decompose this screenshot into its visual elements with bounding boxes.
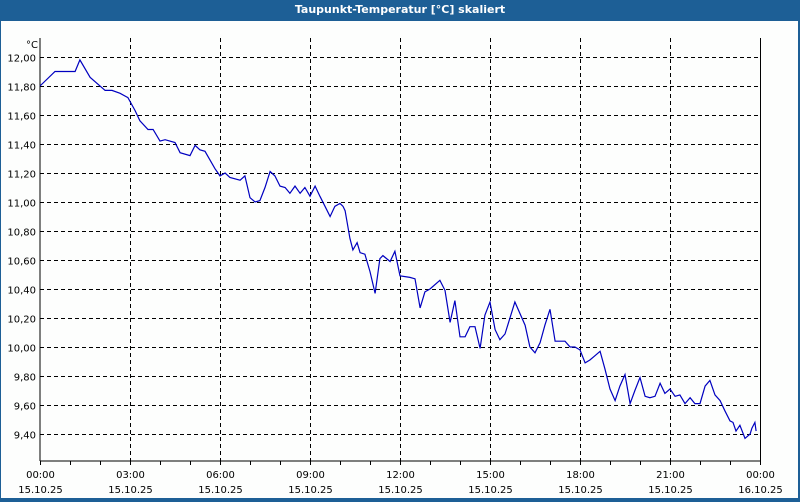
y-tick-label: 10,60 bbox=[7, 257, 36, 268]
y-tick-label: 9,40 bbox=[14, 431, 36, 442]
y-tick-label: 11,60 bbox=[7, 112, 36, 123]
x-tick-time: 18:00 bbox=[566, 470, 595, 481]
x-tick-time: 09:00 bbox=[296, 470, 325, 481]
y-axis-ticks: 12,00 11,80 11,60 11,40 11,20 11,00 10,80 10,60… bbox=[7, 54, 36, 442]
chart-title-bar: Taupunkt-Temperatur [°C] skaliert bbox=[0, 0, 800, 21]
dewpoint-line bbox=[39, 58, 757, 440]
y-tick-label: 9,80 bbox=[14, 373, 36, 384]
x-tick-time: 00:00 bbox=[746, 470, 775, 481]
y-tick-label: 10,40 bbox=[7, 286, 36, 297]
y-tick-label: 10,20 bbox=[7, 315, 36, 326]
x-tick-time: 03:00 bbox=[116, 470, 145, 481]
x-tick-time: 06:00 bbox=[206, 470, 235, 481]
x-tick-date: 15.10.25 bbox=[288, 485, 333, 496]
x-tick-time: 15:00 bbox=[476, 470, 505, 481]
x-tick-date: 16.10.25 bbox=[738, 485, 783, 496]
x-axis-ticks: 00:00 15.10.25 03:00 15.10.25 06:00 15.10.25 0… bbox=[18, 461, 783, 496]
x-tick-date: 15.10.25 bbox=[18, 485, 63, 496]
line-chart: °C 12,00 11,80 11,60 11,40 11,20 11,00 10,80 10… bbox=[7, 38, 783, 496]
y-tick-label: 9,60 bbox=[14, 402, 36, 413]
grid-lines bbox=[40, 38, 760, 461]
x-tick-date: 15.10.25 bbox=[378, 485, 423, 496]
y-tick-label: 11,00 bbox=[7, 199, 36, 210]
y-tick-label: 11,80 bbox=[7, 83, 36, 94]
x-tick-date: 15.10.25 bbox=[198, 485, 243, 496]
y-axis-unit: °C bbox=[26, 40, 38, 51]
x-tick-time: 21:00 bbox=[656, 470, 685, 481]
y-tick-label: 12,00 bbox=[7, 54, 36, 65]
x-tick-time: 00:00 bbox=[26, 470, 55, 481]
y-tick-label: 10,00 bbox=[7, 344, 36, 355]
x-tick-date: 15.10.25 bbox=[108, 485, 153, 496]
x-tick-date: 15.10.25 bbox=[648, 485, 693, 496]
y-tick-label: 11,20 bbox=[7, 170, 36, 181]
y-tick-label: 11,40 bbox=[7, 141, 36, 152]
x-tick-date: 15.10.25 bbox=[468, 485, 513, 496]
y-tick-label: 10,80 bbox=[7, 228, 36, 239]
chart-title: Taupunkt-Temperatur [°C] skaliert bbox=[294, 3, 506, 16]
chart-panel: °C 12,00 11,80 11,60 11,40 11,20 11,00 10,80 10… bbox=[1, 21, 798, 498]
x-tick-date: 15.10.25 bbox=[558, 485, 603, 496]
x-tick-time: 12:00 bbox=[386, 470, 415, 481]
